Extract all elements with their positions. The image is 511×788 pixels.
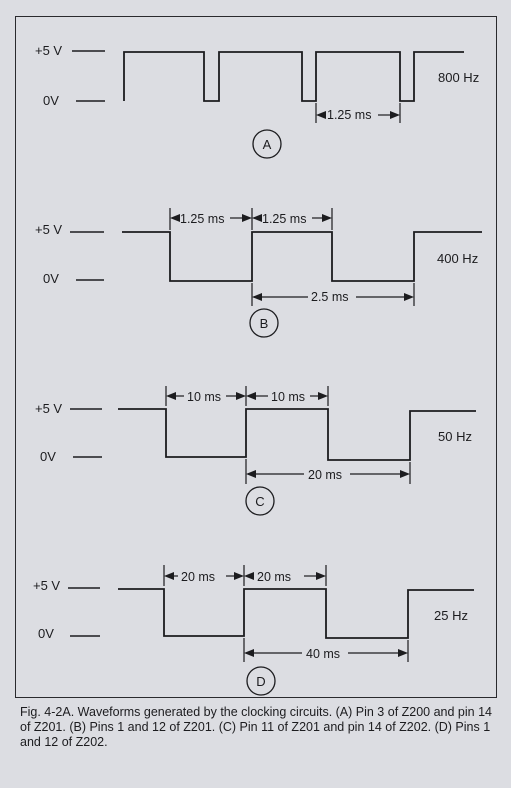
panel-c-arrowhead [246, 470, 256, 478]
panel-d-dim-label-1: 20 ms [181, 570, 215, 584]
panel-c: +5 V 0V 50 Hz 10 ms 10 ms 20 ms C [35, 386, 476, 516]
panel-b-dim-label-2: 1.25 ms [262, 212, 306, 226]
panel-a-letter-circle [252, 129, 282, 159]
panel-a-letter: A [263, 137, 272, 152]
panel-c-waveform [118, 408, 476, 461]
panel-d-low-label: 0V [38, 626, 54, 641]
panel-b-low-label: 0V [43, 271, 59, 286]
panel-c-frequency: 50 Hz [438, 429, 472, 444]
panel-d-frequency: 25 Hz [434, 608, 468, 623]
panel-d-arrowhead [164, 572, 174, 580]
panel-d-arrowhead [234, 572, 244, 580]
panel-b-arrowhead [252, 293, 262, 301]
panel-a-low-label: 0V [43, 93, 59, 108]
panel-b: +5 V 0V 400 Hz 1.25 ms 1.25 ms 2.5 ms B [35, 208, 482, 338]
panel-b-arrowhead [322, 214, 332, 222]
panel-c-arrowhead [318, 392, 328, 400]
panel-b-arrowhead [404, 293, 414, 301]
panel-b-dim-label-3: 2.5 ms [311, 290, 349, 304]
panel-d-letter-circle [246, 666, 276, 696]
panel-d-arrowhead [244, 572, 254, 580]
panel-b-letter-circle [249, 308, 279, 338]
panel-d-high-label: +5 V [33, 578, 60, 593]
panel-a-arrowhead [316, 111, 326, 119]
panel-b-arrowhead [170, 214, 180, 222]
panel-b-arrowhead [252, 214, 262, 222]
panel-a-frequency: 800 Hz [438, 70, 479, 85]
panel-c-arrowhead [400, 470, 410, 478]
panel-c-arrowhead [246, 392, 256, 400]
panel-c-dim-label-3: 20 ms [308, 468, 342, 482]
panel-b-letter: B [260, 316, 269, 331]
panel-a-dim-label: 1.25 ms [327, 108, 371, 122]
panel-b-arrowhead [242, 214, 252, 222]
panel-b-frequency: 400 Hz [437, 251, 478, 266]
panel-c-dim-label-1: 10 ms [187, 390, 221, 404]
figure-caption: Fig. 4-2A. Waveforms generated by the cl… [20, 705, 492, 749]
panel-c-letter-circle [245, 486, 275, 516]
figure-frame [15, 16, 497, 698]
panel-b-high-label: +5 V [35, 222, 62, 237]
panel-c-letter: C [255, 494, 264, 509]
panel-c-high-label: +5 V [35, 401, 62, 416]
panel-c-arrowhead [236, 392, 246, 400]
panel-c-arrowhead [166, 392, 176, 400]
panel-d-arrowhead [398, 649, 408, 657]
panel-d: +5 V 0V 25 Hz 20 ms 20 ms 40 ms D [33, 565, 474, 696]
panel-b-waveform [122, 231, 482, 282]
panel-c-low-label: 0V [40, 449, 56, 464]
panel-d-dim-label-3: 40 ms [306, 647, 340, 661]
panel-b-dim-label-1: 1.25 ms [180, 212, 224, 226]
panel-d-arrowhead [316, 572, 326, 580]
panel-d-waveform [118, 588, 474, 639]
panel-a: +5 V 0V 800 Hz 1.25 ms A [35, 43, 479, 159]
panel-d-arrowhead [244, 649, 254, 657]
panel-c-dim-label-2: 10 ms [271, 390, 305, 404]
panel-a-waveform [123, 51, 464, 102]
panel-d-letter: D [256, 674, 265, 689]
panel-d-dim-label-2: 20 ms [257, 570, 291, 584]
panel-a-high-label: +5 V [35, 43, 62, 58]
panel-a-arrowhead [390, 111, 400, 119]
